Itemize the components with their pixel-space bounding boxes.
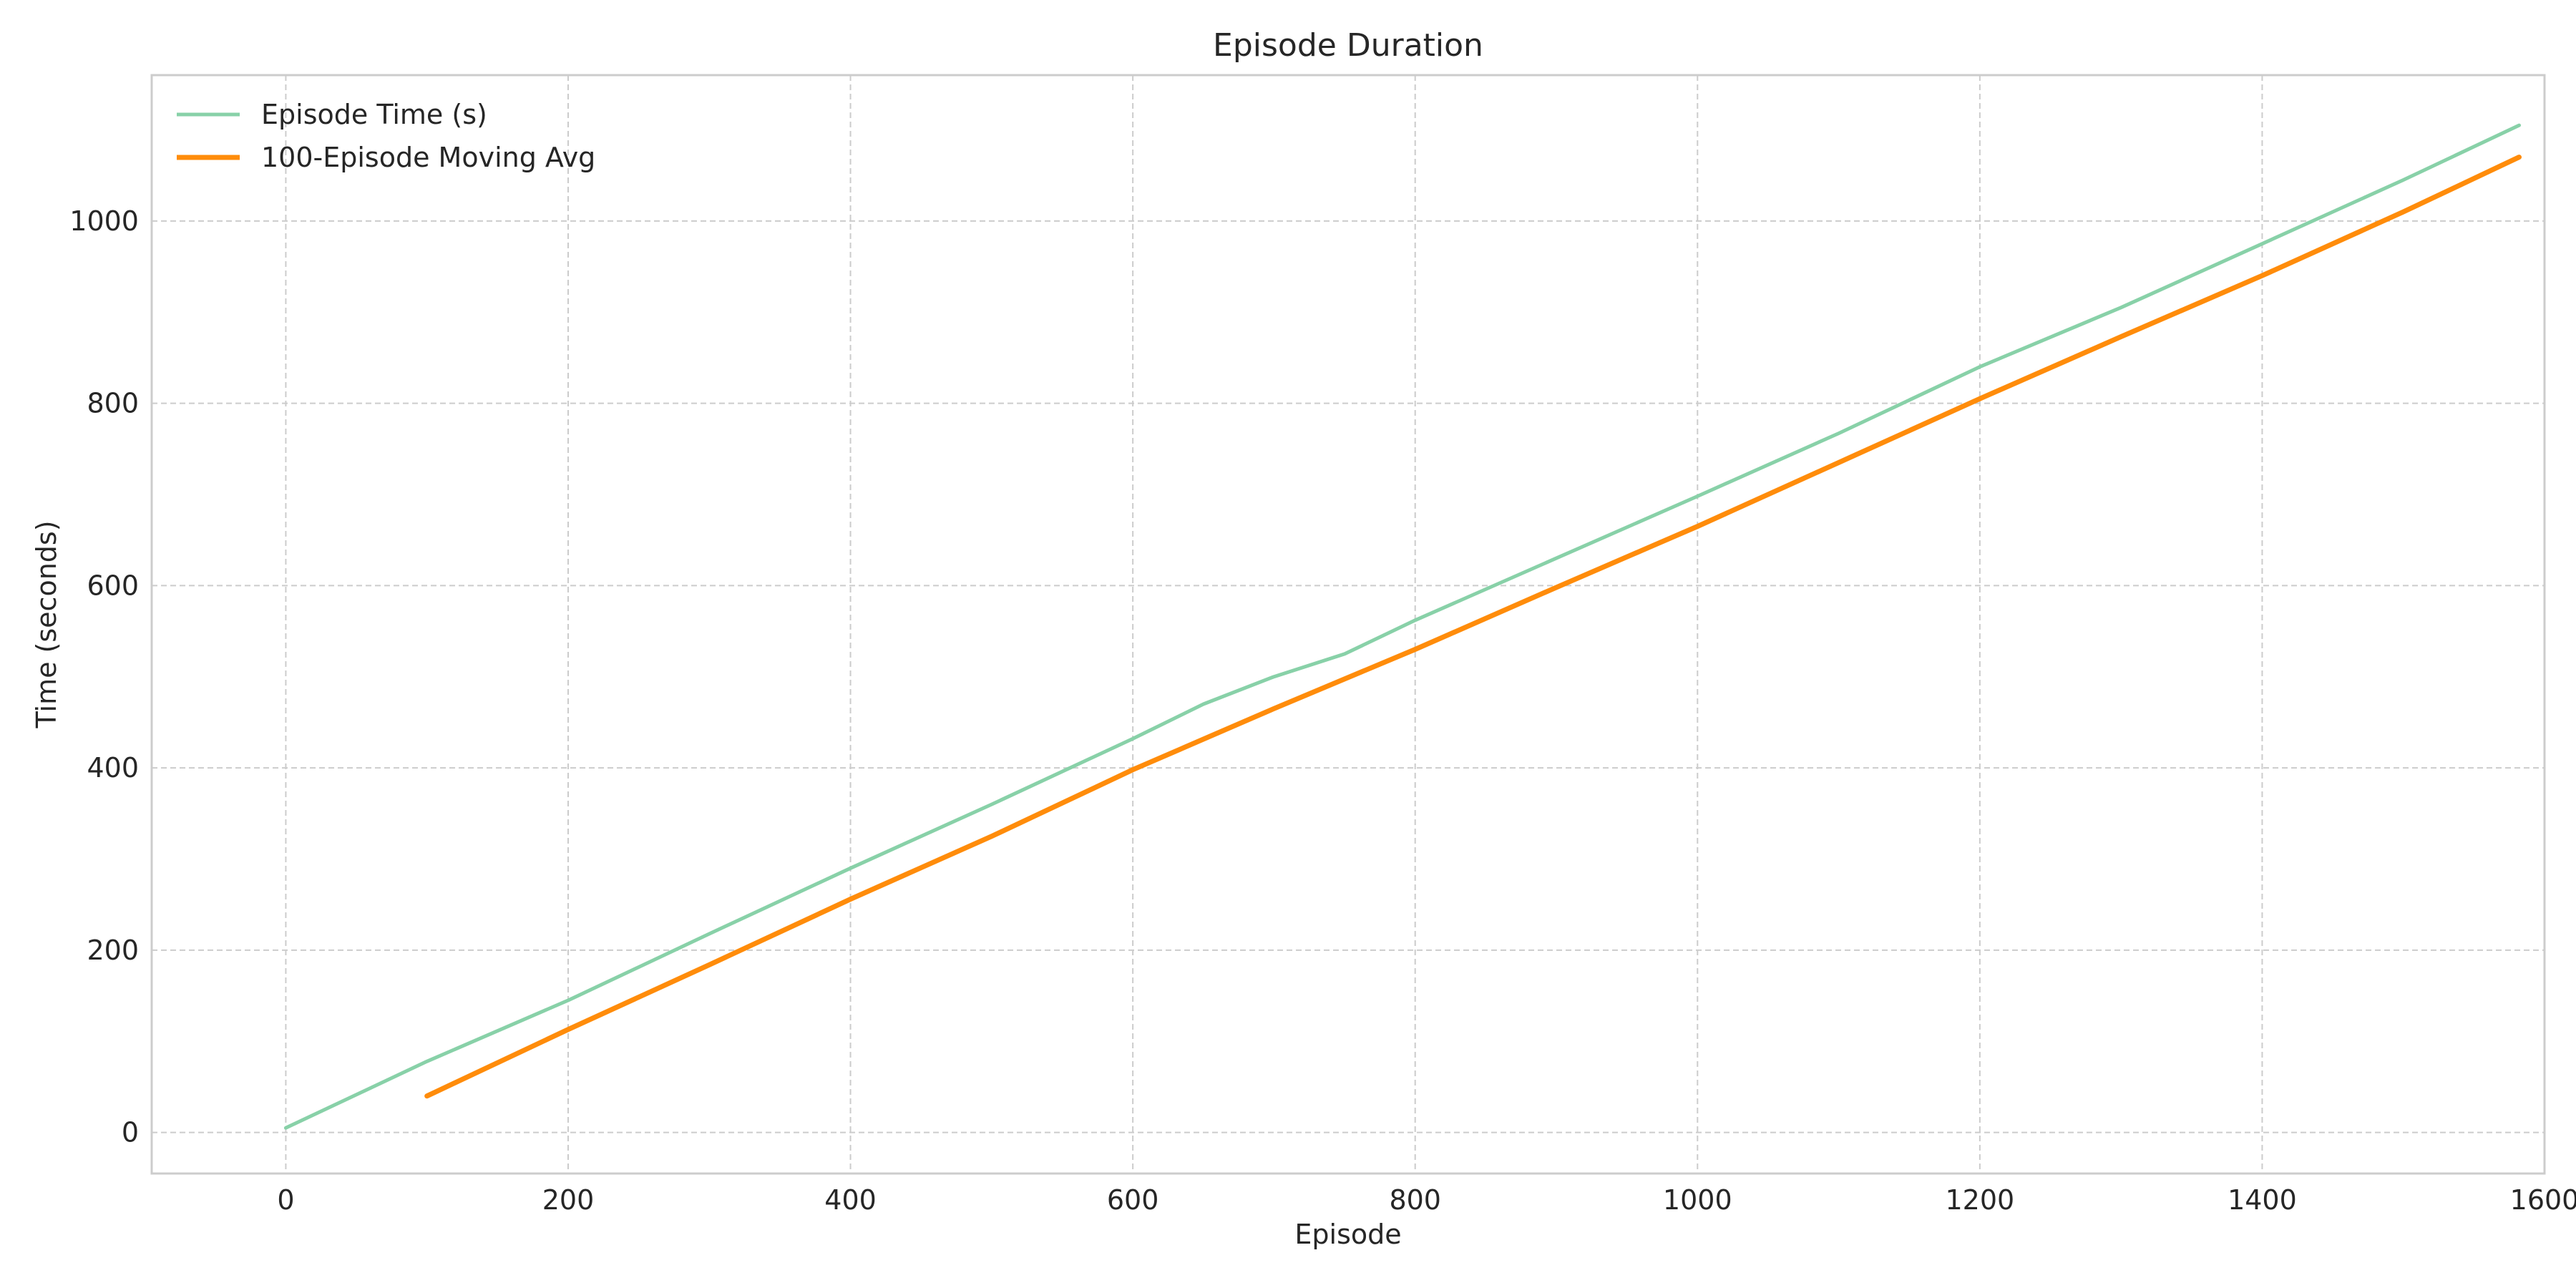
y-tick-label: 800 bbox=[87, 388, 139, 419]
y-axis-label: Time (seconds) bbox=[31, 520, 62, 728]
y-tick-label: 1000 bbox=[69, 205, 139, 237]
series-layer bbox=[283, 123, 2522, 1130]
x-tick-label: 1200 bbox=[1945, 1184, 2014, 1216]
y-tick-label: 0 bbox=[122, 1117, 139, 1148]
x-tick-label: 200 bbox=[542, 1184, 595, 1216]
y-tick-label: 400 bbox=[87, 752, 139, 784]
grid-layer bbox=[152, 75, 2545, 1174]
legend-label: Episode Time (s) bbox=[261, 99, 487, 130]
legend-label: 100-Episode Moving Avg bbox=[261, 142, 595, 173]
series-line-1 bbox=[283, 123, 2521, 1130]
legend: Episode Time (s) 100-Episode Moving Avg bbox=[177, 99, 595, 173]
x-tick-label: 1400 bbox=[2228, 1184, 2297, 1216]
y-tick-label: 200 bbox=[87, 935, 139, 966]
x-tick-label: 800 bbox=[1389, 1184, 1441, 1216]
x-tick-label: 600 bbox=[1107, 1184, 1159, 1216]
x-axis-label: Episode bbox=[1294, 1219, 1401, 1250]
x-tick-label: 400 bbox=[824, 1184, 877, 1216]
plot-frame bbox=[150, 74, 2546, 1175]
y-tick-label: 600 bbox=[87, 570, 139, 601]
series-line-2 bbox=[424, 155, 2522, 1099]
tick-layer: 0 200 400 600 800 1000 1200 1400 1600 0 200 400 600 8… bbox=[69, 205, 2576, 1216]
x-tick-label: 1600 bbox=[2510, 1184, 2576, 1216]
x-tick-label: 0 bbox=[277, 1184, 294, 1216]
chart-title: Episode Duration bbox=[1213, 27, 1483, 64]
x-tick-label: 1000 bbox=[1663, 1184, 1732, 1216]
